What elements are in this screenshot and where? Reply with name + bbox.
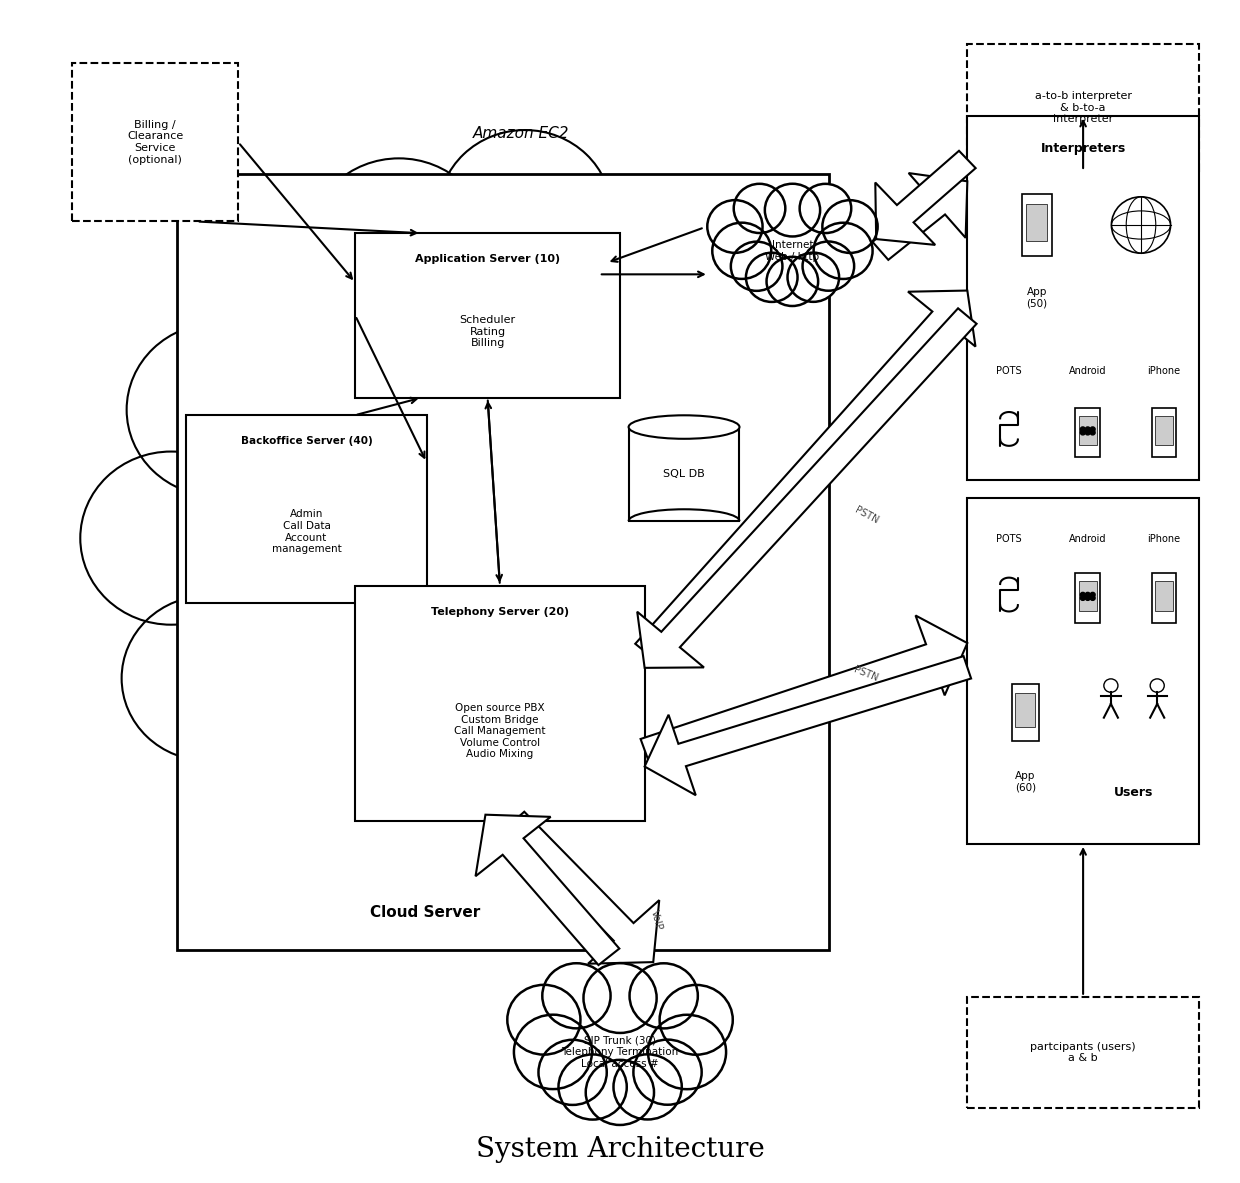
Text: Android: Android: [1069, 366, 1106, 376]
Text: App
(50): App (50): [1027, 287, 1048, 309]
Circle shape: [614, 1054, 682, 1119]
Text: Open source PBX
Custom Bridge
Call Management
Volume Control
Audio Mixing: Open source PBX Custom Bridge Call Manag…: [454, 703, 546, 759]
Text: Android: Android: [1069, 534, 1106, 544]
Text: Internet
Web / http: Internet Web / http: [765, 240, 820, 261]
Text: Admin
Call Data
Account
management: Admin Call Data Account management: [272, 510, 341, 554]
Ellipse shape: [742, 213, 843, 289]
Circle shape: [649, 1015, 727, 1090]
Circle shape: [634, 315, 806, 480]
Circle shape: [542, 963, 610, 1028]
Bar: [1156, 581, 1173, 610]
Circle shape: [213, 235, 396, 408]
Circle shape: [734, 183, 785, 233]
Text: Scheduler
Rating
Billing: Scheduler Rating Billing: [460, 316, 516, 349]
Bar: [1152, 408, 1177, 458]
Circle shape: [126, 323, 309, 497]
Circle shape: [1151, 679, 1164, 692]
Circle shape: [309, 159, 490, 331]
Bar: [629, 427, 739, 521]
Circle shape: [538, 1040, 606, 1105]
Bar: [967, 498, 1199, 843]
Polygon shape: [873, 173, 967, 260]
Bar: [1079, 581, 1096, 610]
Polygon shape: [505, 812, 660, 964]
Circle shape: [585, 1060, 653, 1125]
Circle shape: [569, 187, 735, 344]
Circle shape: [660, 985, 733, 1055]
Circle shape: [1111, 196, 1171, 253]
Bar: [176, 175, 830, 950]
Bar: [967, 116, 1199, 480]
Circle shape: [800, 183, 851, 233]
Circle shape: [513, 1015, 591, 1090]
Bar: [967, 997, 1199, 1108]
Text: System Architecture: System Architecture: [476, 1136, 764, 1163]
Text: Telephony Server (20): Telephony Server (20): [430, 607, 569, 616]
Circle shape: [712, 222, 771, 279]
Circle shape: [766, 257, 818, 306]
Circle shape: [609, 577, 790, 750]
Text: Cloud Server: Cloud Server: [370, 905, 480, 920]
Circle shape: [1085, 593, 1090, 597]
Circle shape: [1090, 593, 1095, 597]
Text: PSTN: PSTN: [853, 665, 880, 683]
Circle shape: [802, 241, 854, 291]
Bar: [967, 44, 1199, 172]
Bar: [1027, 205, 1048, 241]
Polygon shape: [875, 150, 976, 245]
Text: iPhone: iPhone: [1147, 534, 1180, 544]
Circle shape: [558, 1054, 626, 1119]
Circle shape: [552, 700, 724, 865]
Circle shape: [1090, 596, 1095, 600]
Circle shape: [314, 764, 487, 930]
Circle shape: [813, 222, 873, 279]
Circle shape: [707, 200, 763, 253]
Circle shape: [81, 452, 262, 625]
Ellipse shape: [629, 415, 739, 439]
Polygon shape: [476, 815, 619, 965]
Bar: [186, 415, 427, 603]
Text: VoIP: VoIP: [650, 910, 665, 932]
Circle shape: [634, 1040, 702, 1105]
Circle shape: [625, 452, 806, 625]
Circle shape: [1090, 427, 1095, 432]
Bar: [1022, 194, 1052, 256]
Bar: [1152, 574, 1177, 622]
Text: Amazon EC2: Amazon EC2: [474, 125, 569, 141]
Circle shape: [208, 693, 382, 859]
Text: App
(60): App (60): [1014, 771, 1035, 793]
Circle shape: [1085, 596, 1090, 600]
Circle shape: [730, 241, 782, 291]
Circle shape: [1080, 427, 1085, 432]
Circle shape: [1080, 431, 1085, 435]
Text: POTS: POTS: [996, 534, 1022, 544]
Bar: [1075, 574, 1100, 622]
Bar: [1012, 684, 1039, 741]
Circle shape: [122, 595, 295, 761]
Bar: [1156, 415, 1173, 445]
Text: SIP Trunk (30)
Telephony Termination
Local access #: SIP Trunk (30) Telephony Termination Loc…: [562, 1035, 678, 1068]
Circle shape: [1085, 431, 1090, 435]
Text: Billing /
Clearance
Service
(optional): Billing / Clearance Service (optional): [126, 119, 184, 164]
Text: Application Server (10): Application Server (10): [415, 254, 560, 264]
Circle shape: [787, 253, 839, 302]
Circle shape: [1104, 679, 1118, 692]
Circle shape: [584, 963, 657, 1033]
Circle shape: [1080, 596, 1085, 600]
Circle shape: [441, 771, 615, 937]
Text: a-to-b interpreter
& b-to-a
interpreter: a-to-b interpreter & b-to-a interpreter: [1034, 91, 1132, 124]
Bar: [1075, 408, 1100, 458]
Polygon shape: [645, 657, 971, 795]
Circle shape: [507, 984, 580, 1054]
Bar: [72, 63, 238, 221]
Circle shape: [765, 183, 820, 237]
Polygon shape: [641, 615, 967, 761]
Text: PSTN: PSTN: [853, 505, 880, 525]
Circle shape: [822, 200, 878, 253]
Text: Backoffice Server (40): Backoffice Server (40): [241, 437, 372, 446]
Text: Users: Users: [1115, 786, 1153, 799]
Ellipse shape: [212, 260, 708, 817]
Bar: [1079, 415, 1096, 445]
Circle shape: [1090, 431, 1095, 435]
Circle shape: [1085, 427, 1090, 432]
